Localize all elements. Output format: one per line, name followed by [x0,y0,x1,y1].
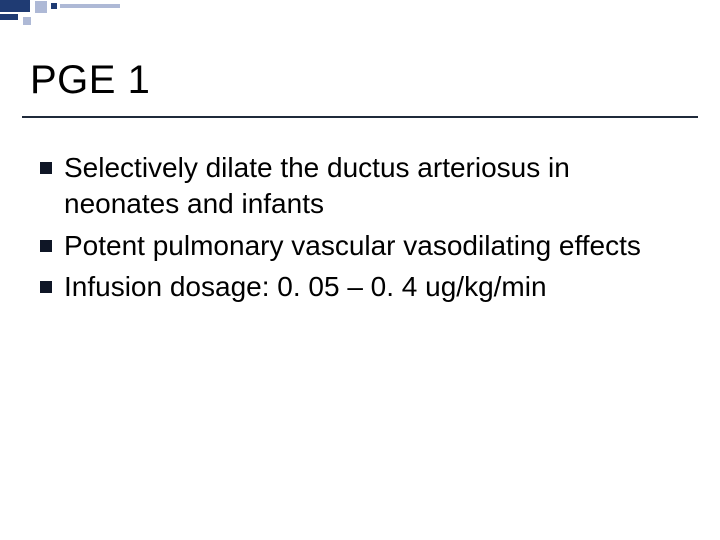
list-item-text: Selectively dilate the ductus arteriosus… [64,150,680,222]
list-item: Selectively dilate the ductus arteriosus… [40,150,680,222]
square-bullet-icon [40,281,52,293]
corner-decoration [0,0,140,36]
list-item: Potent pulmonary vascular vasodilating e… [40,228,680,264]
square-bullet-icon [40,240,52,252]
square-bullet-icon [40,162,52,174]
list-item-text: Potent pulmonary vascular vasodilating e… [64,228,641,264]
list-item: Infusion dosage: 0. 05 – 0. 4 ug/kg/min [40,269,680,305]
bullet-list: Selectively dilate the ductus arteriosus… [40,150,680,311]
title-divider [22,116,698,118]
slide-title: PGE 1 [30,58,150,103]
list-item-text: Infusion dosage: 0. 05 – 0. 4 ug/kg/min [64,269,547,305]
